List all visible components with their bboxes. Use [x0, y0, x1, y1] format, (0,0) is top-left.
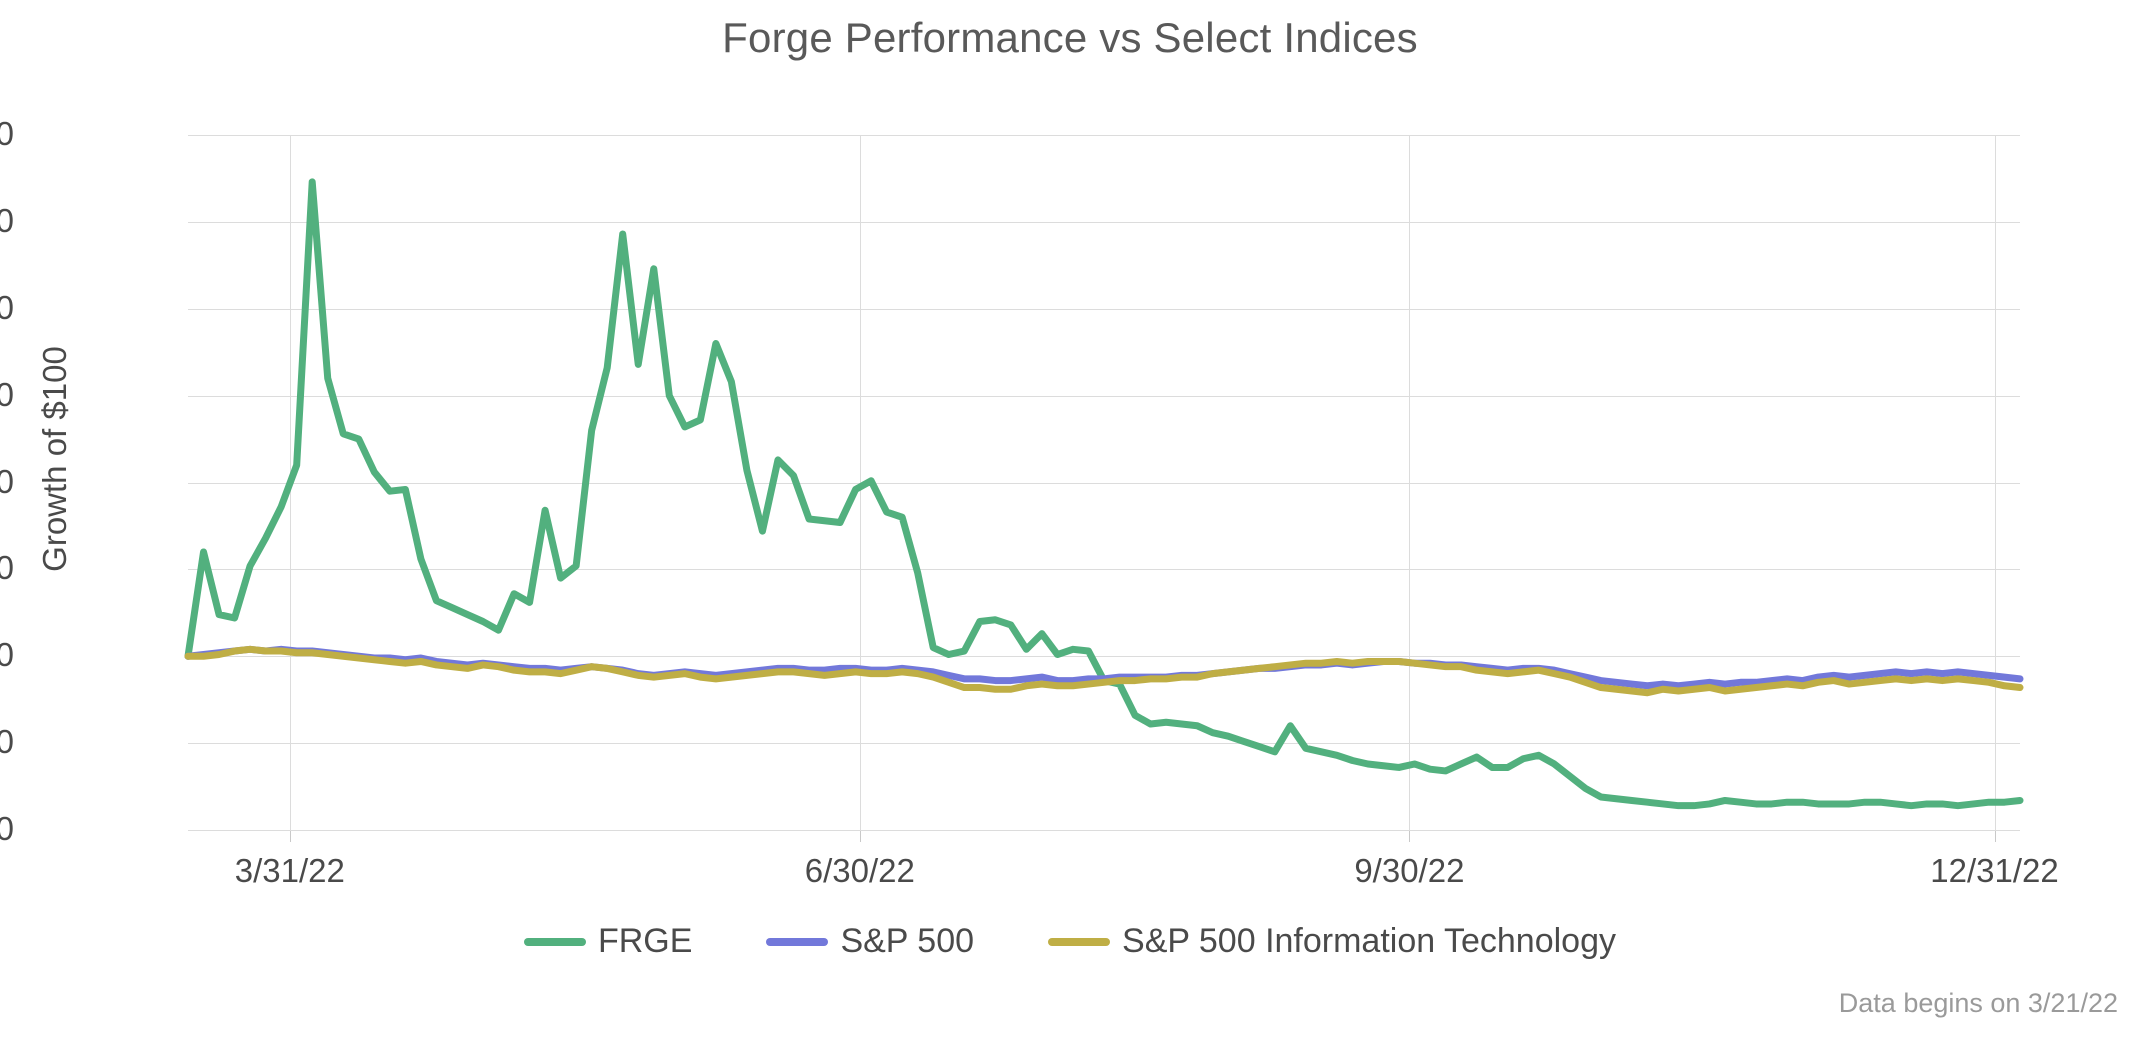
series-line-frge: [184, 178, 2024, 810]
chart-legend: FRGE S&P 500 S&P 500 Information Technolog…: [0, 922, 2140, 961]
legend-label: S&P 500 Information Technology: [1122, 922, 1616, 960]
gridline-vertical: [1994, 135, 1996, 830]
legend-item-s-p-500[interactable]: S&P 500: [766, 922, 974, 961]
y-axis-tick-label: 400: [0, 115, 14, 152]
plot-area: [184, 135, 2024, 831]
legend-item-s-p-500-information-technology[interactable]: S&P 500 Information Technology: [1048, 922, 1616, 961]
y-axis-label: Growth of $100: [36, 346, 73, 572]
x-axis-tick-label: 9/30/22: [1354, 852, 1465, 889]
gridline-horizontal: [188, 743, 2020, 745]
legend-swatch-icon: [1048, 937, 1111, 946]
y-axis-tick-label: 100: [0, 636, 14, 674]
y-axis-tick-label: 150: [0, 549, 14, 587]
legend-label: S&P 500: [840, 922, 975, 960]
y-axis-tick-label: 200: [0, 462, 14, 500]
gridline-horizontal: [188, 482, 2020, 484]
gridline-vertical: [1409, 135, 1411, 830]
x-axis-tick-label: 3/31/22: [234, 852, 345, 889]
y-axis-tick-label: 300: [0, 288, 14, 326]
legend-item-frge[interactable]: FRGE: [523, 922, 693, 961]
x-axis-tickmark: [859, 830, 861, 842]
gridline-horizontal: [188, 308, 2020, 310]
y-axis-tick-label: 250: [0, 375, 14, 413]
x-axis-tickmark: [289, 830, 291, 842]
x-axis-tickmark: [1994, 830, 1996, 842]
y-axis-tick-label: 0: [0, 810, 14, 847]
x-axis-tickmark: [1409, 830, 1411, 842]
series-layer: [184, 178, 2024, 810]
y-axis-tick-label: 350: [0, 201, 14, 239]
gridline-horizontal: [188, 830, 2020, 831]
x-axis-tick-label: 12/31/22: [1930, 852, 2059, 889]
series-line-s-p-500-information-technology: [184, 645, 2024, 697]
legend-swatch-icon: [523, 937, 586, 946]
data-begins-note: Data begins on 3/21/22: [1838, 988, 2118, 1018]
gridline-horizontal: [188, 395, 2020, 397]
gridline-horizontal: [188, 656, 2020, 658]
x-axis-tick-label: 6/30/22: [804, 852, 915, 889]
legend-label: FRGE: [597, 922, 693, 960]
gridline-horizontal: [188, 569, 2020, 571]
gridline-vertical: [859, 135, 861, 830]
chart-title: Forge Performance vs Select Indices: [722, 14, 1418, 61]
legend-swatch-icon: [766, 937, 829, 946]
gridline-horizontal: [188, 221, 2020, 223]
y-axis-tick-label: 50: [0, 723, 14, 761]
gridline-horizontal: [188, 135, 2020, 136]
